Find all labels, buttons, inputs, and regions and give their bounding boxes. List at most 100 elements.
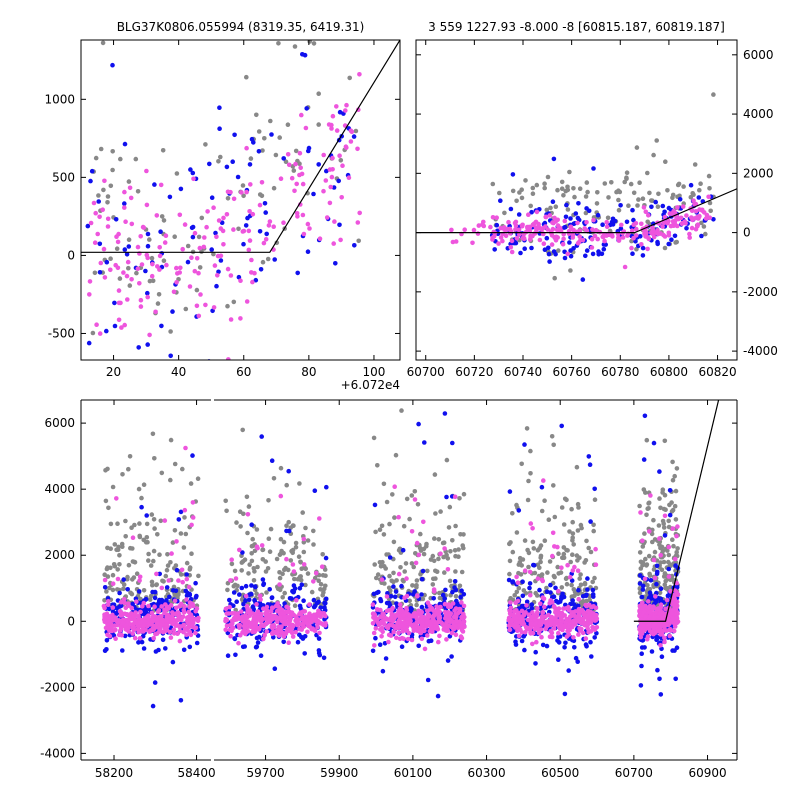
point-blue — [562, 691, 568, 697]
point-magenta — [228, 633, 233, 639]
point-blue — [213, 230, 218, 236]
point-magenta — [470, 240, 475, 246]
point-gray — [149, 512, 155, 517]
point-magenta — [331, 241, 337, 246]
point-gray — [433, 511, 438, 516]
y-tick-label: 6000 — [44, 416, 75, 430]
point-gray — [105, 466, 110, 472]
point-blue — [444, 494, 449, 500]
point-blue — [170, 309, 175, 314]
point-blue — [246, 597, 252, 602]
point-gray — [526, 478, 531, 484]
point-gray — [545, 570, 550, 575]
point-magenta — [158, 622, 164, 628]
point-gray — [647, 190, 652, 196]
point-gray — [90, 330, 96, 336]
point-blue — [546, 245, 551, 251]
point-magenta — [447, 617, 453, 623]
point-magenta — [528, 521, 534, 526]
point-magenta — [122, 189, 127, 195]
point-blue — [571, 221, 577, 227]
point-magenta — [525, 617, 531, 623]
point-magenta — [418, 612, 423, 617]
point-magenta — [409, 637, 415, 643]
point-gray — [293, 544, 299, 550]
point-magenta — [511, 612, 516, 617]
point-magenta — [187, 284, 193, 289]
point-blue — [699, 233, 704, 239]
point-magenta — [193, 630, 198, 636]
point-magenta — [138, 609, 143, 615]
point-gray — [675, 182, 681, 188]
point-magenta — [149, 273, 155, 279]
point-magenta — [582, 226, 587, 231]
point-blue — [647, 590, 653, 595]
point-gray — [414, 583, 419, 588]
point-blue — [120, 648, 125, 653]
point-gray — [115, 567, 120, 572]
point-magenta — [666, 544, 672, 550]
point-gray — [584, 538, 589, 544]
point-blue — [253, 277, 259, 283]
point-magenta — [640, 623, 646, 629]
point-magenta — [391, 623, 397, 629]
point-magenta — [662, 513, 668, 519]
point-blue — [618, 203, 623, 208]
point-magenta — [158, 182, 164, 188]
point-magenta — [409, 529, 415, 534]
point-gray — [265, 256, 271, 262]
point-magenta — [100, 207, 105, 212]
point-magenta — [530, 526, 535, 531]
series-magenta — [87, 72, 363, 360]
point-blue — [316, 162, 322, 167]
point-gray — [645, 170, 650, 176]
point-blue — [508, 206, 514, 212]
point-gray — [139, 495, 144, 501]
point-magenta — [122, 205, 127, 210]
point-magenta — [125, 297, 130, 302]
point-blue — [178, 186, 184, 192]
point-blue — [544, 235, 550, 241]
point-gray — [123, 518, 128, 524]
point-gray — [519, 563, 524, 568]
point-magenta — [278, 493, 284, 499]
point-magenta — [543, 214, 548, 220]
point-magenta — [427, 614, 432, 619]
point-gray — [172, 528, 178, 533]
point-magenta — [194, 303, 200, 309]
point-blue — [383, 656, 389, 661]
point-magenta — [241, 228, 247, 234]
point-magenta — [528, 631, 533, 636]
point-magenta — [152, 604, 157, 609]
point-magenta — [118, 628, 123, 633]
point-blue — [599, 251, 605, 257]
point-magenta — [151, 635, 156, 641]
point-blue — [492, 247, 498, 252]
point-gray — [238, 524, 243, 529]
point-gray — [387, 573, 392, 579]
point-blue — [227, 597, 232, 603]
point-gray — [146, 551, 151, 557]
point-magenta — [236, 640, 241, 646]
point-blue — [546, 251, 552, 257]
point-magenta — [518, 616, 523, 622]
point-magenta — [115, 576, 121, 582]
point-gray — [229, 561, 235, 567]
point-gray — [559, 585, 565, 590]
point-gray — [240, 183, 246, 188]
point-gray — [101, 187, 106, 193]
point-gray — [552, 275, 557, 281]
point-blue — [272, 257, 278, 262]
point-gray — [381, 532, 387, 537]
point-magenta — [639, 221, 644, 227]
point-gray — [561, 522, 567, 527]
point-blue — [531, 563, 537, 568]
point-blue — [516, 508, 522, 513]
point-magenta — [565, 628, 570, 634]
point-gray — [158, 518, 164, 524]
point-magenta — [620, 235, 626, 240]
series-magenta — [101, 445, 681, 652]
point-gray — [323, 573, 328, 578]
point-magenta — [263, 237, 269, 242]
point-blue — [324, 168, 329, 174]
